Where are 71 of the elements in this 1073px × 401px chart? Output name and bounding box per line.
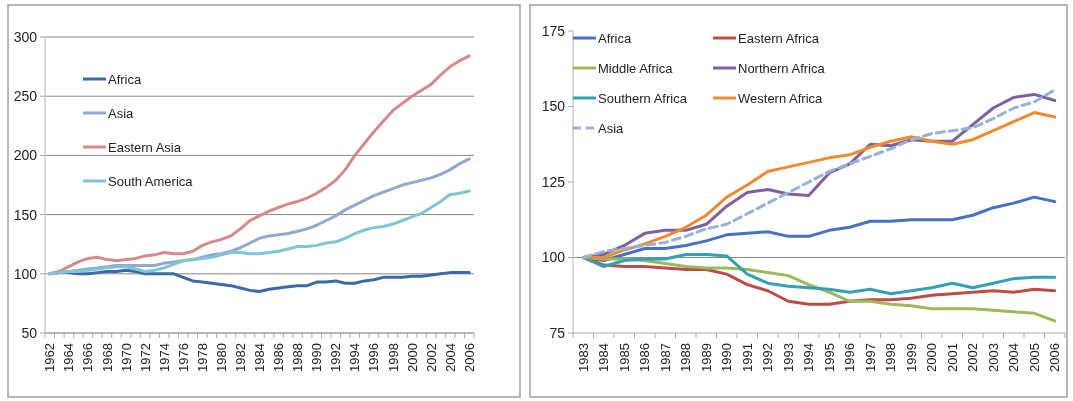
y-tick-label: 100 — [541, 249, 566, 266]
x-tick-label: 2006 — [1047, 343, 1063, 372]
x-tick-label: 1994 — [347, 343, 363, 372]
legend-label: Africa — [598, 30, 632, 46]
x-tick-label: 2002 — [423, 343, 439, 372]
x-tick-label: 2005 — [1026, 343, 1042, 372]
x-tick-label: 1998 — [883, 343, 899, 372]
y-tick-label: 200 — [13, 147, 38, 164]
x-tick-label: 1962 — [42, 343, 58, 372]
x-tick-label: 1986 — [637, 343, 653, 372]
y-tick-label: 75 — [549, 324, 566, 341]
x-tick-label: 1991 — [739, 343, 755, 372]
x-tick-label: 1976 — [175, 343, 191, 372]
x-tick-label: 1986 — [271, 343, 287, 372]
x-tick-label: 2004 — [1006, 343, 1022, 372]
x-tick-label: 1988 — [678, 343, 694, 372]
x-tick-label: 1970 — [118, 343, 134, 372]
x-tick-label: 1982 — [232, 343, 248, 372]
x-tick-label: 2002 — [965, 343, 981, 372]
legend-label: Middle Africa — [598, 60, 674, 76]
legend-label: Eastern Africa — [738, 30, 820, 46]
y-tick-label: 250 — [13, 88, 38, 105]
x-tick-label: 2001 — [944, 343, 960, 372]
x-tick-label: 1968 — [99, 343, 115, 372]
x-tick-label: 2004 — [442, 343, 458, 372]
x-tick-label: 1992 — [760, 343, 776, 372]
line-series — [581, 252, 1057, 296]
x-tick-label: 2000 — [924, 343, 940, 372]
y-tick-label: 50 — [21, 324, 38, 341]
y-tick-label: 100 — [13, 265, 38, 282]
x-tick-label: 1974 — [156, 343, 172, 372]
x-tick-label: 1996 — [366, 343, 382, 372]
legend-label: Southern Africa — [598, 90, 688, 106]
x-tick-label: 1995 — [821, 343, 837, 372]
x-tick-label: 1964 — [61, 343, 77, 372]
y-tick-label: 150 — [13, 206, 38, 223]
legend-label: Asia — [598, 120, 625, 136]
legend-label: Africa — [108, 71, 142, 87]
x-tick-label: 1997 — [862, 343, 878, 372]
x-tick-label: 1978 — [194, 343, 210, 372]
legend-label: Northern Africa — [738, 60, 826, 76]
x-tick-label: 1987 — [657, 343, 673, 372]
x-tick-label: 1988 — [290, 343, 306, 372]
x-tick-label: 1994 — [801, 343, 817, 372]
x-tick-label: 1972 — [137, 343, 153, 372]
x-tick-label: 1966 — [80, 343, 96, 372]
y-tick-label: 125 — [541, 173, 566, 190]
legend-label: Asia — [108, 105, 135, 121]
x-tick-label: 1993 — [780, 343, 796, 372]
x-tick-label: 2003 — [985, 343, 1001, 372]
legend-label: Eastern Asia — [108, 139, 182, 155]
x-tick-label: 1985 — [616, 343, 632, 372]
x-tick-label: 1983 — [575, 343, 591, 372]
x-tick-label: 1992 — [328, 343, 344, 372]
y-tick-label: 300 — [13, 28, 38, 45]
x-tick-label: 1996 — [842, 343, 858, 372]
x-tick-label: 1984 — [596, 343, 612, 372]
legend-label: Western Africa — [738, 90, 824, 106]
x-tick-label: 1990 — [309, 343, 325, 372]
x-tick-label: 1998 — [385, 343, 401, 372]
x-tick-label: 2006 — [461, 343, 477, 372]
line-series — [48, 189, 471, 276]
x-tick-label: 1999 — [903, 343, 919, 372]
x-tick-label: 2000 — [404, 343, 420, 372]
y-tick-label: 175 — [541, 22, 566, 39]
x-tick-label: 1984 — [252, 343, 268, 372]
y-tick-label: 150 — [541, 98, 566, 115]
legend-label: South America — [108, 173, 194, 189]
x-tick-label: 1990 — [719, 343, 735, 372]
x-tick-label: 1980 — [213, 343, 229, 372]
x-tick-label: 1989 — [698, 343, 714, 372]
